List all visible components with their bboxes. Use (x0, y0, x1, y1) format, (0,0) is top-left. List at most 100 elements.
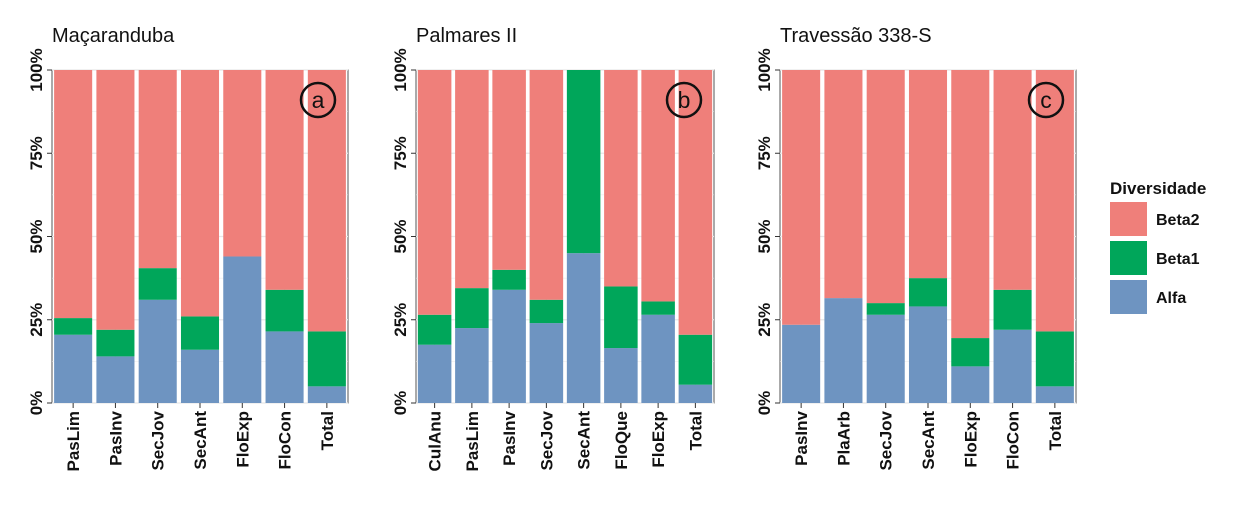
bar-alfa-pasinv (492, 289, 526, 403)
bar-beta1-floexp (641, 301, 675, 315)
x-tick-label-floque: FloQue (612, 411, 631, 470)
bar-beta2-flocon (265, 70, 304, 290)
bar-alfa-secjov (866, 314, 905, 403)
bar-alfa-total (1035, 386, 1074, 403)
x-tick-label-pasinv: PasInv (500, 410, 519, 465)
bar-alfa-secjov (138, 299, 177, 403)
panel-title: Maçaranduba (52, 25, 175, 47)
bar-alfa-floque (604, 348, 638, 403)
bar-beta1-pasinv (492, 269, 526, 290)
y-tick-label: 25% (27, 303, 46, 337)
x-tick-label-total: Total (318, 411, 337, 450)
bar-beta2-pasinv (492, 70, 526, 270)
bar-beta2-floexp (223, 70, 262, 257)
bar-alfa-total (678, 384, 713, 403)
panel-tag-letter: a (312, 87, 325, 113)
bar-beta2-pasinv (782, 70, 821, 325)
x-tick-label-paslim: PasLim (463, 411, 482, 471)
legend-items: Beta2 Beta1 Alfa (1110, 202, 1200, 314)
y-tick-label: 25% (391, 303, 410, 337)
y-tick-label: 100% (391, 48, 410, 91)
x-tick-label-floexp: FloExp (961, 411, 980, 468)
x-tick-label-secant: SecAnt (575, 411, 594, 470)
x-tick-label-flocon: FloCon (276, 411, 295, 470)
bar-beta2-flocon (993, 70, 1032, 290)
bar-beta1-total (307, 331, 346, 387)
x-tick-label-flocon: FloCon (1004, 411, 1023, 470)
panel-c: 0% 25% 50% 75% 100% PasInv PlaArb SecJov SecAnt F… (755, 25, 1077, 471)
x-tick-label-plaarb: PlaArb (834, 411, 853, 466)
bar-beta2-pasinv (96, 70, 135, 330)
panels: 0% 25% 50% 75% 100% PasLim PasInv SecJov SecAnt F… (27, 25, 1077, 471)
bar-beta1-secant (566, 70, 601, 254)
bar-alfa-floexp (641, 314, 675, 403)
bar-alfa-secjov (529, 323, 564, 403)
x-tick-label-paslim: PasLim (64, 411, 83, 471)
bar-beta1-total (678, 334, 713, 385)
x-tick-label-pasinv: PasInv (106, 410, 125, 465)
bar-beta2-secant (908, 70, 948, 279)
legend-item-alfa: Alfa (1110, 280, 1186, 314)
panel-title: Palmares II (416, 25, 517, 47)
legend-swatch (1110, 202, 1147, 236)
legend-label: Beta2 (1156, 212, 1200, 229)
bar-beta2-culanu (417, 70, 452, 315)
bar-alfa-culanu (417, 344, 452, 403)
bar-beta1-paslim (455, 288, 489, 329)
bar-alfa-secant (908, 306, 948, 403)
bar-beta2-secant (180, 70, 220, 317)
panel-tag-circle (665, 81, 703, 119)
bar-beta1-total (1035, 331, 1074, 387)
x-tick-label-total: Total (686, 411, 705, 450)
bar-beta1-paslim (54, 318, 93, 335)
bar-alfa-paslim (455, 328, 489, 403)
x-tick-label-secjov: SecJov (149, 410, 168, 470)
legend-swatch (1110, 280, 1147, 314)
y-tick-label: 25% (755, 303, 774, 337)
y-tick-label: 0% (391, 391, 410, 416)
bar-beta1-pasinv (96, 329, 135, 357)
legend-title: Diversidade (1110, 179, 1206, 198)
bar-alfa-paslim (54, 334, 93, 403)
y-tick-label: 75% (27, 136, 46, 170)
bar-beta2-floexp (951, 70, 990, 339)
bar-beta1-floexp (951, 338, 990, 367)
x-tick-label-pasinv: PasInv (792, 410, 811, 465)
x-tick-label-secjov: SecJov (877, 410, 896, 470)
bar-alfa-floexp (951, 366, 990, 403)
bar-beta1-secant (908, 278, 948, 307)
panel-tag-letter: b (678, 87, 691, 113)
bar-beta1-secjov (866, 303, 905, 315)
y-tick-label: 50% (27, 219, 46, 253)
y-tick-label: 50% (391, 219, 410, 253)
x-tick-label-secant: SecAnt (919, 411, 938, 470)
legend-label: Alfa (1156, 290, 1186, 307)
bar-beta2-secjov (138, 70, 177, 269)
bar-alfa-flocon (993, 329, 1032, 403)
bar-alfa-total (307, 386, 346, 403)
x-tick-label-floexp: FloExp (233, 411, 252, 468)
y-tick-label: 100% (755, 48, 774, 91)
y-tick-label: 75% (755, 136, 774, 170)
legend-item-beta2: Beta2 (1110, 202, 1200, 236)
bar-beta2-floque (604, 70, 638, 287)
bar-alfa-floexp (223, 256, 262, 403)
bar-alfa-pasinv (782, 324, 821, 403)
bar-beta2-secjov (866, 70, 905, 304)
bar-beta2-paslim (455, 70, 489, 289)
bar-alfa-secant (566, 253, 601, 403)
bar-alfa-plaarb (824, 298, 863, 403)
x-tick-label-floexp: FloExp (649, 411, 668, 468)
y-tick-label: 75% (391, 136, 410, 170)
bar-beta1-secjov (529, 299, 564, 324)
y-tick-label: 0% (27, 391, 46, 416)
bar-alfa-pasinv (96, 356, 135, 403)
legend-label: Beta1 (1156, 251, 1200, 268)
bar-beta1-flocon (993, 289, 1032, 330)
panel-title: Travessão 338-S (780, 25, 932, 47)
legend-swatch (1110, 241, 1147, 275)
x-tick-label-total: Total (1046, 411, 1065, 450)
bar-beta1-secant (180, 316, 220, 350)
bar-beta2-plaarb (824, 70, 863, 299)
